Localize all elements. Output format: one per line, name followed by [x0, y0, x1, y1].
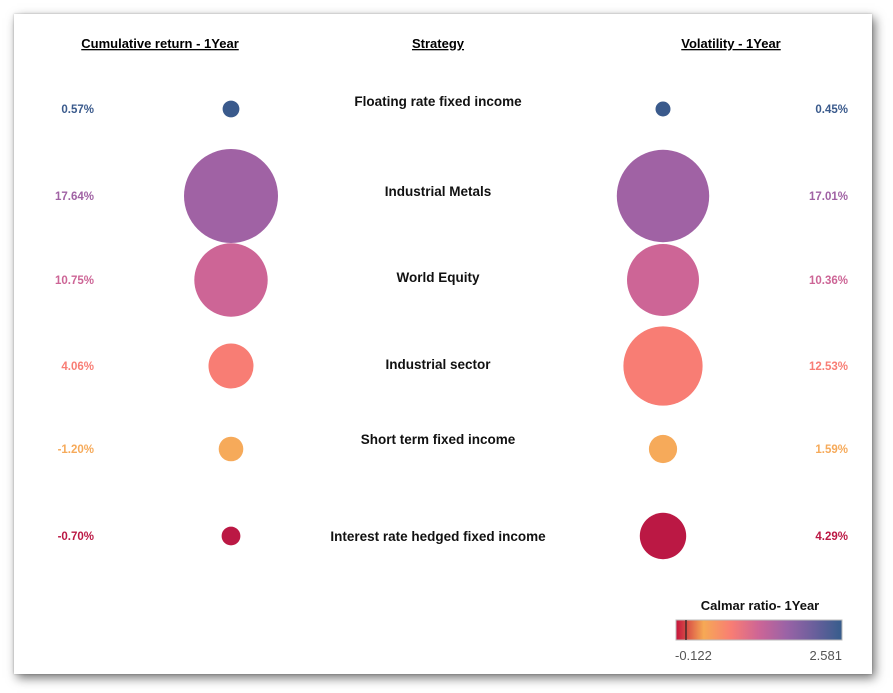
volatility-bubble[interactable] — [627, 244, 699, 316]
return-label: 17.64% — [55, 191, 94, 203]
strategy-label: Industrial Metals — [385, 184, 492, 199]
legend-title: Calmar ratio- 1Year — [701, 598, 820, 613]
header-volatility: Volatility - 1Year — [681, 36, 780, 51]
return-label: -0.70% — [58, 531, 94, 543]
strategy-label: Floating rate fixed income — [354, 94, 522, 109]
volatility-label: 1.59% — [815, 444, 848, 456]
volatility-label: 12.53% — [809, 361, 848, 373]
volatility-bubble[interactable] — [648, 434, 678, 464]
legend-min-label: -0.122 — [675, 648, 712, 663]
legend-max-label: 2.581 — [809, 648, 842, 663]
volatility-label: 0.45% — [815, 104, 848, 116]
return-label: 0.57% — [61, 104, 94, 116]
volatility-label: 4.29% — [815, 531, 848, 543]
volatility-label: 10.36% — [809, 275, 848, 287]
return-bubble[interactable] — [194, 243, 268, 317]
legend-gradient-bar — [675, 619, 843, 641]
return-label: 4.06% — [61, 361, 94, 373]
volatility-bubble[interactable] — [623, 326, 703, 406]
header-strategy: Strategy — [412, 36, 465, 51]
return-bubble[interactable] — [184, 149, 278, 243]
volatility-bubble[interactable] — [616, 149, 710, 243]
return-bubble[interactable] — [222, 100, 240, 118]
calmar-legend: Calmar ratio- 1Year -0.122 2.581 — [675, 598, 843, 663]
volatility-bubble[interactable] — [639, 512, 687, 560]
strategy-label: World Equity — [397, 270, 480, 285]
chart-frame: Cumulative return - 1Year Strategy Volat… — [14, 14, 872, 674]
strategy-label: Interest rate hedged fixed income — [330, 529, 546, 544]
strategy-label: Industrial sector — [385, 357, 491, 372]
return-label: -1.20% — [58, 444, 94, 456]
strategy-label: Short term fixed income — [361, 432, 516, 447]
return-bubble[interactable] — [221, 526, 241, 546]
return-label: 10.75% — [55, 275, 94, 287]
header-cumulative-return: Cumulative return - 1Year — [81, 36, 239, 51]
volatility-bubble[interactable] — [655, 101, 671, 117]
return-bubble[interactable] — [208, 343, 254, 389]
return-bubble[interactable] — [218, 436, 244, 462]
volatility-label: 17.01% — [809, 191, 848, 203]
calmar-bubble-chart: Cumulative return - 1Year Strategy Volat… — [55, 36, 848, 663]
strategy-rows: 0.57% Floating rate fixed income 0.45% 17.6… — [55, 94, 848, 560]
